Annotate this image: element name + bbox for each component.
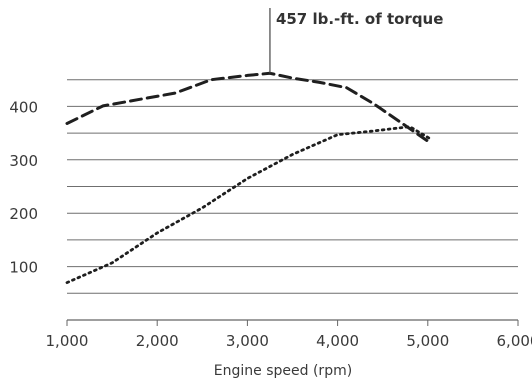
series-0-point-10 <box>373 103 375 105</box>
series-1-point-1 <box>111 262 113 264</box>
series-1-point-7 <box>373 130 375 132</box>
series-0-point-2 <box>138 99 140 101</box>
series-1-point-9 <box>431 139 433 141</box>
torque-series-line <box>65 71 434 143</box>
series-0-point-11 <box>400 122 402 124</box>
series-0-point-7 <box>292 77 294 79</box>
x-tick-label-6000: 6,000 <box>497 332 532 350</box>
series-1-point-4 <box>247 178 249 180</box>
series-1-point-5 <box>292 154 294 156</box>
series-0-point-8 <box>319 81 321 83</box>
series-1-point-3 <box>201 207 203 209</box>
series-0-point-0 <box>66 123 68 125</box>
series-0-point-3 <box>174 92 176 94</box>
annotation-label-0: 457 lb.-ft. of torque <box>276 10 443 28</box>
y-tick-label-300: 300 <box>9 152 38 170</box>
series-1-point-0 <box>66 282 68 284</box>
x-tick-label-1000: 1,000 <box>46 332 89 350</box>
x-tick-label-4000: 4,000 <box>316 332 359 350</box>
series-1-point-8 <box>409 126 411 128</box>
x-axis-title: Engine speed (rpm) <box>214 363 352 379</box>
y-tick-label-400: 400 <box>9 98 38 116</box>
y-tick-label-100: 100 <box>9 259 38 277</box>
x-tick-label-3000: 3,000 <box>226 332 269 350</box>
x-tick-label-2000: 2,000 <box>136 332 179 350</box>
x-tick-label-5000: 5,000 <box>406 332 449 350</box>
series-0-point-5 <box>247 75 249 77</box>
horsepower-series-line <box>65 125 434 285</box>
series-0-point-1 <box>102 105 104 107</box>
series-1-point-6 <box>337 134 339 136</box>
y-tick-label-200: 200 <box>9 205 38 223</box>
series-0-point-9 <box>346 87 348 89</box>
series-0-point-4 <box>210 79 212 81</box>
series-1-point-2 <box>156 232 158 234</box>
series-0-point-12 <box>427 140 429 142</box>
